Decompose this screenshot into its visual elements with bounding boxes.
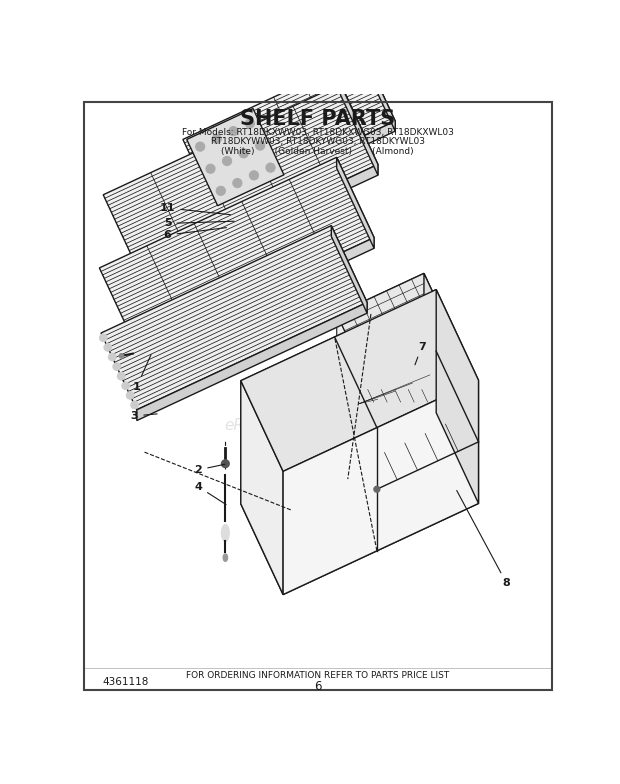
Text: eReplacementParts.com: eReplacementParts.com <box>224 418 411 433</box>
Text: 6: 6 <box>314 681 322 694</box>
Text: 7: 7 <box>415 342 425 365</box>
Circle shape <box>131 401 138 408</box>
Text: 11: 11 <box>160 203 230 215</box>
Polygon shape <box>337 158 374 249</box>
Polygon shape <box>424 274 443 373</box>
Circle shape <box>108 353 116 361</box>
Circle shape <box>246 119 255 128</box>
Text: 8: 8 <box>457 491 510 588</box>
Circle shape <box>195 142 205 151</box>
Text: For Models: RT18DKXWW03, RT18DKXWG03, RT18DKXWL03: For Models: RT18DKXWW03, RT18DKXWG03, RT… <box>182 128 454 137</box>
Text: 4: 4 <box>195 482 226 505</box>
Circle shape <box>266 163 275 172</box>
Text: 6: 6 <box>164 227 226 240</box>
Text: 2: 2 <box>195 464 225 475</box>
Ellipse shape <box>223 554 228 561</box>
Polygon shape <box>365 55 395 131</box>
Circle shape <box>122 382 130 390</box>
Text: 1: 1 <box>133 354 151 392</box>
Circle shape <box>117 372 125 380</box>
Circle shape <box>239 149 248 158</box>
Circle shape <box>113 363 120 371</box>
Circle shape <box>206 164 215 173</box>
Circle shape <box>119 354 124 358</box>
Circle shape <box>221 460 229 467</box>
Polygon shape <box>337 274 443 356</box>
Polygon shape <box>340 84 378 175</box>
Circle shape <box>212 134 221 143</box>
Circle shape <box>104 343 112 351</box>
Polygon shape <box>241 412 479 594</box>
Polygon shape <box>101 226 367 410</box>
Polygon shape <box>283 380 479 594</box>
Polygon shape <box>241 289 479 471</box>
Text: RT18DKYWW03, RT18DKYWG03, RT18DKYWL03: RT18DKYWW03, RT18DKYWG03, RT18DKYWL03 <box>211 137 425 147</box>
Circle shape <box>229 126 238 136</box>
Polygon shape <box>241 289 436 504</box>
Polygon shape <box>137 238 374 359</box>
Ellipse shape <box>221 524 229 542</box>
Polygon shape <box>337 274 424 372</box>
Circle shape <box>374 486 380 492</box>
Polygon shape <box>99 158 374 348</box>
Polygon shape <box>436 289 479 503</box>
Text: SHELF PARTS: SHELF PARTS <box>240 109 396 129</box>
Text: 5: 5 <box>164 219 234 228</box>
Polygon shape <box>103 84 378 275</box>
Polygon shape <box>187 108 284 205</box>
Polygon shape <box>331 226 367 313</box>
Polygon shape <box>356 315 443 414</box>
Circle shape <box>255 141 265 151</box>
Circle shape <box>223 156 232 165</box>
Polygon shape <box>141 165 378 286</box>
Circle shape <box>216 186 226 195</box>
Circle shape <box>99 334 107 342</box>
Circle shape <box>126 391 134 399</box>
Polygon shape <box>241 381 283 594</box>
Text: FOR ORDERING INFORMATION REFER TO PARTS PRICE LIST: FOR ORDERING INFORMATION REFER TO PARTS … <box>186 671 450 680</box>
Text: 3: 3 <box>131 411 157 421</box>
Circle shape <box>232 179 242 187</box>
Polygon shape <box>137 303 367 420</box>
Polygon shape <box>214 121 395 216</box>
Text: (White)       (Golden Harvest)       (Almond): (White) (Golden Harvest) (Almond) <box>221 147 414 155</box>
Circle shape <box>249 171 259 180</box>
Polygon shape <box>183 55 395 205</box>
Text: 4361118: 4361118 <box>102 677 149 687</box>
